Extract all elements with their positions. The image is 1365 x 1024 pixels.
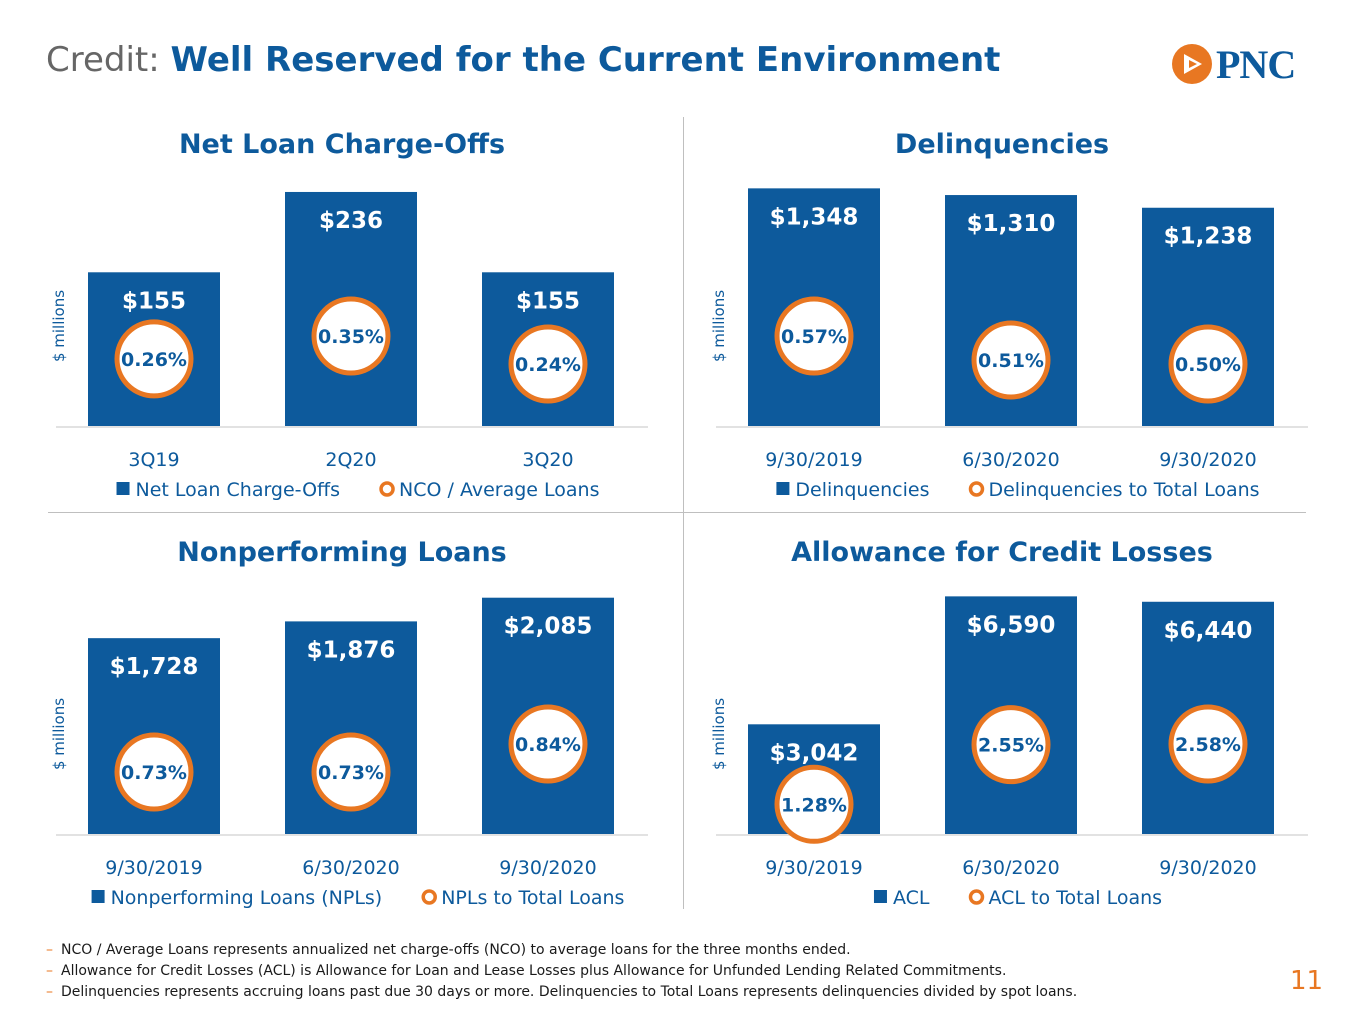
title-main: Well Reserved for the Current Environmen… bbox=[170, 40, 1001, 80]
ratio-ring bbox=[971, 705, 1051, 785]
page-number: 11 bbox=[1290, 966, 1324, 996]
legend-ring-label: ACL to Total Loans bbox=[988, 887, 1162, 909]
ratio-ring bbox=[114, 319, 194, 399]
title-prefix: Credit: bbox=[46, 40, 160, 80]
legend-bar-swatch bbox=[116, 482, 130, 495]
legend: ACL ACL to Total Loans bbox=[873, 887, 1162, 909]
ratio-ring bbox=[971, 320, 1051, 400]
pnc-triangle-icon bbox=[1172, 44, 1212, 84]
bar-value-label: $6,440 bbox=[1164, 618, 1253, 644]
bar-value-label: $1,348 bbox=[770, 204, 859, 230]
bar-value-label: $3,042 bbox=[770, 740, 859, 766]
legend-bar-label: ACL bbox=[893, 887, 930, 909]
legend: Net Loan Charge-Offs NCO / Average Loans bbox=[116, 479, 599, 501]
legend-bar-swatch bbox=[91, 890, 105, 903]
bar-value-label: $155 bbox=[122, 288, 186, 314]
legend-bar-label: Net Loan Charge-Offs bbox=[136, 479, 341, 501]
bar-value-label: $1,238 bbox=[1164, 224, 1253, 250]
bar-value-label: $155 bbox=[516, 288, 580, 314]
x-tick-label: 6/30/2020 bbox=[962, 857, 1059, 879]
footnote-text: Delinquencies represents accruing loans … bbox=[61, 984, 1078, 1000]
x-tick-label: 6/30/2020 bbox=[962, 449, 1059, 471]
x-tick-label: 3Q20 bbox=[522, 449, 573, 471]
chart-net-loan-charge-offs: Net Loan Charge-Offs $ millions $155 0.26% 3… bbox=[50, 129, 648, 501]
x-tick-label: 9/30/2020 bbox=[499, 857, 596, 879]
ratio-ring bbox=[774, 296, 854, 376]
ratio-ring bbox=[508, 704, 588, 784]
ratio-label: 1.28% bbox=[781, 794, 847, 816]
legend-ring-label: Delinquencies to Total Loans bbox=[988, 479, 1259, 501]
x-tick-label: 9/30/2019 bbox=[105, 857, 202, 879]
ratio-label: 0.73% bbox=[318, 762, 384, 784]
pnc-logo: PNC bbox=[1170, 40, 1296, 88]
footnote: – Allowance for Credit Losses (ACL) is Al… bbox=[46, 963, 1007, 979]
chart-title: Nonperforming Loans bbox=[177, 537, 507, 568]
bar-value-label: $2,085 bbox=[504, 614, 593, 640]
horizontal-divider bbox=[48, 512, 1306, 513]
bar-value-label: $236 bbox=[319, 208, 383, 234]
chart-allowance-for-credit-losses: Allowance for Credit Losses $ millions $3,… bbox=[710, 537, 1308, 909]
legend: Delinquencies Delinquencies to Total Loan… bbox=[776, 479, 1260, 501]
ratio-label: 0.26% bbox=[121, 349, 187, 371]
page-title: Credit: Well Reserved for the Current En… bbox=[46, 40, 1000, 80]
ratio-label: 0.35% bbox=[318, 326, 384, 348]
legend-ring-swatch bbox=[968, 889, 985, 905]
x-tick-label: 6/30/2020 bbox=[302, 857, 399, 879]
bar-value-label: $6,590 bbox=[967, 612, 1056, 638]
ratio-ring bbox=[311, 732, 391, 812]
x-tick-label: 9/30/2019 bbox=[765, 857, 862, 879]
x-tick-label: 9/30/2019 bbox=[765, 449, 862, 471]
y-axis-label: $ millions bbox=[50, 698, 68, 770]
footnote-text: NCO / Average Loans represents annualize… bbox=[61, 942, 851, 958]
vertical-divider bbox=[683, 117, 684, 909]
ratio-ring bbox=[114, 732, 194, 812]
legend-bar-swatch bbox=[776, 482, 790, 495]
ratio-label: 0.84% bbox=[515, 734, 581, 756]
ratio-label: 2.55% bbox=[978, 735, 1044, 757]
ratio-label: 0.24% bbox=[515, 354, 581, 376]
ratio-label: 0.73% bbox=[121, 762, 187, 784]
y-axis-label: $ millions bbox=[710, 290, 728, 362]
ratio-label: 2.58% bbox=[1175, 734, 1241, 756]
ratio-label: 0.50% bbox=[1175, 354, 1241, 376]
ratio-ring bbox=[774, 764, 854, 844]
legend-ring-label: NCO / Average Loans bbox=[399, 479, 599, 501]
ratio-label: 0.57% bbox=[781, 326, 847, 348]
ratio-ring bbox=[1168, 324, 1248, 404]
footnote-text: Allowance for Credit Losses (ACL) is All… bbox=[61, 963, 1007, 979]
x-tick-label: 9/30/2020 bbox=[1159, 449, 1256, 471]
y-axis-label: $ millions bbox=[50, 290, 68, 362]
chart-delinquencies: Delinquencies $ millions $1,348 0.57% 9/30/2… bbox=[710, 129, 1308, 501]
legend: Nonperforming Loans (NPLs) NPLs to Total … bbox=[91, 887, 624, 909]
footnote: – NCO / Average Loans represents annualiz… bbox=[46, 942, 851, 958]
legend-ring-swatch bbox=[421, 889, 437, 905]
logo-text: PNC bbox=[1216, 41, 1296, 87]
footnote: – Delinquencies represents accruing loans… bbox=[46, 984, 1078, 1000]
ratio-ring bbox=[508, 324, 588, 404]
chart-title: Net Loan Charge-Offs bbox=[179, 129, 505, 160]
legend-ring-label: NPLs to Total Loans bbox=[441, 887, 624, 909]
chart-title: Delinquencies bbox=[895, 129, 1109, 160]
legend-bar-swatch bbox=[873, 890, 887, 903]
footnotes: – NCO / Average Loans represents annualiz… bbox=[46, 940, 1077, 1003]
x-tick-label: 3Q19 bbox=[128, 449, 179, 471]
bar-value-label: $1,728 bbox=[110, 654, 199, 680]
ratio-ring bbox=[311, 296, 391, 376]
legend-bar-label: Nonperforming Loans (NPLs) bbox=[111, 887, 383, 909]
ratio-label: 0.51% bbox=[978, 350, 1044, 372]
legend-ring-swatch bbox=[379, 481, 395, 497]
chart-title: Allowance for Credit Losses bbox=[791, 537, 1213, 568]
bar-value-label: $1,876 bbox=[307, 637, 396, 663]
y-axis-label: $ millions bbox=[710, 698, 728, 770]
legend-bar-label: Delinquencies bbox=[795, 479, 929, 501]
bar-value-label: $1,310 bbox=[967, 211, 1056, 237]
x-tick-label: 9/30/2020 bbox=[1159, 857, 1256, 879]
x-tick-label: 2Q20 bbox=[325, 449, 376, 471]
ratio-ring bbox=[1168, 704, 1248, 784]
legend-ring-swatch bbox=[968, 481, 985, 497]
chart-nonperforming-loans: Nonperforming Loans $ millions $1,728 0.73%… bbox=[50, 537, 648, 909]
